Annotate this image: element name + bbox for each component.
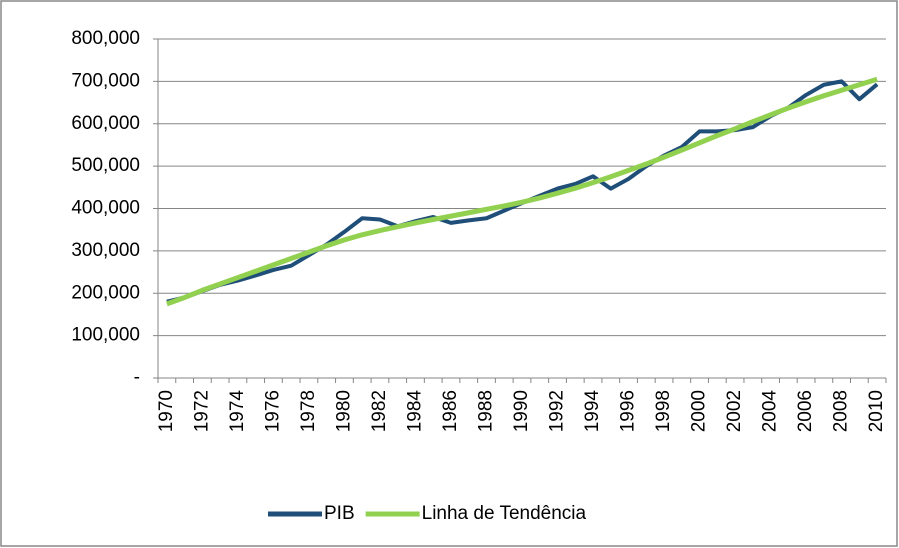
legend-label: Linha de Tendência xyxy=(422,503,587,524)
y-tick-label: 800,000 xyxy=(71,28,140,49)
x-tick-label: 1990 xyxy=(511,390,532,432)
series-line xyxy=(166,76,878,307)
y-tick-label: 100,000 xyxy=(71,325,140,346)
legend-label: PIB xyxy=(324,503,355,524)
x-tick-label: 1998 xyxy=(653,390,674,432)
x-tick-label: 1988 xyxy=(476,390,497,432)
x-tick-label: 2010 xyxy=(866,390,887,432)
x-tick-label: 1974 xyxy=(227,390,248,433)
y-tick-label: 600,000 xyxy=(71,113,140,134)
y-tick-label: 400,000 xyxy=(71,198,140,219)
x-tick-label: 1984 xyxy=(404,390,425,433)
y-tick-label: 700,000 xyxy=(71,70,140,91)
y-tick-label: 300,000 xyxy=(71,240,140,261)
x-tick-label: 2008 xyxy=(831,390,852,432)
y-tick-label: 500,000 xyxy=(71,155,140,176)
x-tick-label: 1996 xyxy=(618,390,639,432)
x-tick-label: 1976 xyxy=(262,390,283,432)
x-tick-label: 2002 xyxy=(724,390,745,432)
y-tick-label: - xyxy=(134,367,140,388)
x-tick-label: 1980 xyxy=(333,390,354,432)
x-tick-label: 2004 xyxy=(760,390,781,433)
x-tick-label: 1986 xyxy=(440,390,461,432)
x-tick-label: 1982 xyxy=(369,390,390,432)
x-tick-label: 1992 xyxy=(547,390,568,432)
x-tick-label: 2006 xyxy=(795,390,816,432)
x-tick-label: 1972 xyxy=(191,390,212,432)
x-tick-label: 1994 xyxy=(582,390,603,433)
y-tick-label: 200,000 xyxy=(71,282,140,303)
x-tick-label: 1970 xyxy=(156,390,177,432)
x-tick-label: 2000 xyxy=(689,390,710,432)
x-tick-label: 1978 xyxy=(298,390,319,432)
